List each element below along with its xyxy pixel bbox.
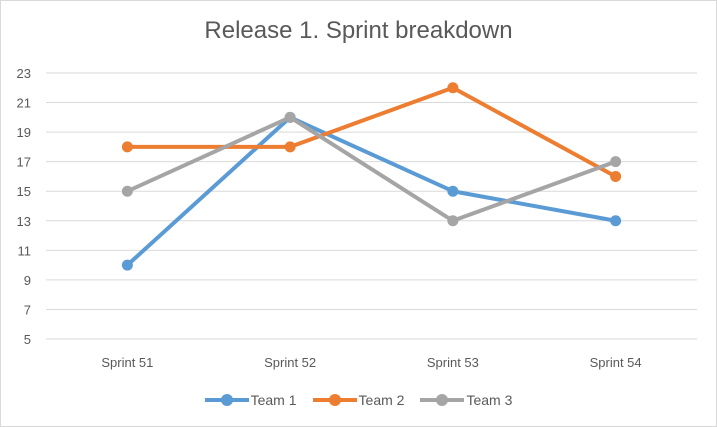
y-tick-label-15: 15 [17, 184, 31, 199]
data-point-team-1-4 [610, 215, 622, 227]
y-tick-label-7: 7 [24, 302, 31, 317]
legend: Team 1 Team 2 Team 3 [1, 392, 716, 408]
legend-label: Team 2 [358, 392, 405, 408]
legend-item-team-3: Team 3 [420, 392, 512, 408]
x-tick-label-3: Sprint 53 [427, 355, 479, 370]
x-tick-label-4: Sprint 54 [590, 355, 642, 370]
y-tick-label-23: 23 [17, 66, 31, 81]
x-axis-tick-labels: Sprint 51 Sprint 52 Sprint 53 Sprint 54 [101, 355, 641, 370]
data-point-team-1-1 [121, 259, 133, 271]
x-tick-label-2: Sprint 52 [264, 355, 316, 370]
legend-item-team-1: Team 1 [204, 392, 297, 408]
data-point-team-3-1 [121, 185, 133, 197]
data-point-team-3-2 [284, 111, 296, 123]
legend-label: Team 1 [250, 392, 297, 408]
legend-swatch-icon [312, 394, 357, 406]
y-tick-label-11: 11 [18, 243, 32, 258]
y-tick-label-13: 13 [17, 214, 31, 229]
y-tick-label-17: 17 [17, 155, 31, 170]
x-tick-label-1: Sprint 51 [101, 355, 153, 370]
series-line-team-3 [125, 115, 618, 223]
data-point-team-1-3 [447, 185, 459, 197]
y-tick-label-19: 19 [17, 125, 31, 140]
series-line-team-2 [125, 85, 618, 179]
series-team-2 [121, 82, 622, 182]
data-point-team-3-3 [447, 215, 459, 227]
series-team-3 [121, 111, 622, 227]
legend-swatch-icon [420, 394, 465, 406]
y-axis-tick-labels: 5 7 9 11 13 15 17 19 21 23 [17, 66, 31, 347]
data-point-team-2-1 [121, 141, 133, 153]
data-point-team-2-2 [284, 141, 296, 153]
y-tick-label-5: 5 [24, 332, 31, 347]
data-point-team-2-3 [447, 82, 459, 94]
y-tick-label-21: 21 [17, 96, 31, 111]
series-lines [121, 82, 622, 271]
chart-title: Release 1. Sprint breakdown [204, 17, 513, 44]
legend-swatch-icon [204, 394, 249, 406]
legend-item-team-2: Team 2 [312, 392, 405, 408]
data-point-team-3-4 [610, 156, 622, 168]
series-line-team-1 [125, 115, 618, 268]
gridlines [46, 72, 697, 340]
data-point-team-2-4 [610, 170, 622, 182]
y-tick-label-9: 9 [24, 273, 31, 288]
legend-label: Team 3 [466, 392, 513, 408]
